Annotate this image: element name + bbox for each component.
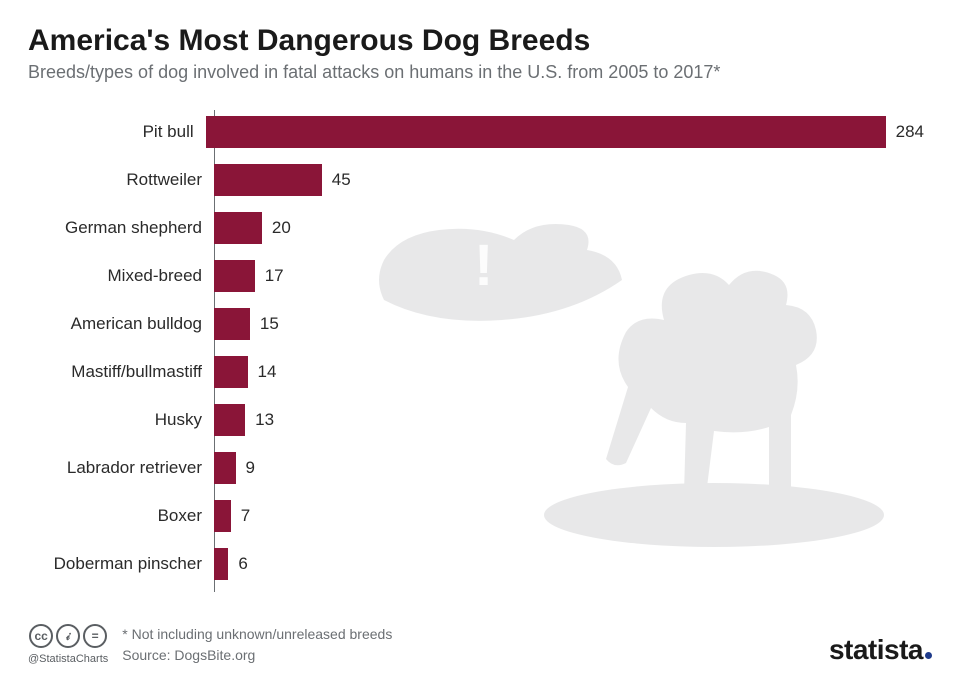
cc-handle: @StatistaCharts	[28, 653, 108, 665]
footnote-text: * Not including unknown/unreleased breed…	[122, 624, 392, 645]
category-label: Pit bull	[44, 122, 206, 142]
value-label: 13	[255, 410, 274, 430]
bar-row: Boxer 7	[44, 494, 924, 538]
bar	[214, 308, 250, 340]
bar-wrap: 284	[206, 110, 924, 154]
bar-wrap: 14	[214, 350, 924, 394]
brand-logo: statista	[829, 634, 932, 666]
bar	[214, 356, 248, 388]
bar-row: Mixed-breed 17	[44, 254, 924, 298]
bar-wrap: 13	[214, 398, 924, 442]
value-label: 284	[896, 122, 924, 142]
value-label: 6	[238, 554, 247, 574]
category-label: Boxer	[44, 506, 214, 526]
value-label: 20	[272, 218, 291, 238]
value-label: 7	[241, 506, 250, 526]
bar	[214, 212, 262, 244]
bar	[214, 260, 255, 292]
source-text: Source: DogsBite.org	[122, 645, 392, 666]
brand-dot-icon	[925, 652, 932, 659]
value-label: 14	[258, 362, 277, 382]
bars-container: Pit bull 284 Rottweiler 45 German shepherd 20…	[44, 110, 924, 586]
category-label: Husky	[44, 410, 214, 430]
category-label: German shepherd	[44, 218, 214, 238]
value-label: 17	[265, 266, 284, 286]
bar-wrap: 15	[214, 302, 924, 346]
bar-chart: ! Pit bull284Rottweiler45German shepherd…	[44, 110, 924, 590]
bar-wrap: 9	[214, 446, 924, 490]
bar	[214, 164, 322, 196]
bar-row: Husky 13	[44, 398, 924, 442]
bar-wrap: 20	[214, 206, 924, 250]
attribution-icon: 𝒾	[56, 624, 80, 648]
category-label: American bulldog	[44, 314, 214, 334]
bar-wrap: 6	[214, 542, 924, 586]
nd-icon: =	[83, 624, 107, 648]
value-label: 9	[246, 458, 255, 478]
cc-license-icons: cc 𝒾 = @StatistaCharts	[28, 624, 108, 665]
footer-left: cc 𝒾 = @StatistaCharts * Not including u…	[28, 624, 392, 666]
page-title: America's Most Dangerous Dog Breeds	[28, 24, 932, 58]
cc-icon: cc	[29, 624, 53, 648]
category-label: Labrador retriever	[44, 458, 214, 478]
category-label: Mixed-breed	[44, 266, 214, 286]
bar-wrap: 17	[214, 254, 924, 298]
footer: cc 𝒾 = @StatistaCharts * Not including u…	[28, 624, 932, 666]
bar-wrap: 45	[214, 158, 924, 202]
bar-row: Pit bull 284	[44, 110, 924, 154]
category-label: Rottweiler	[44, 170, 214, 190]
bar-row: Mastiff/bullmastiff 14	[44, 350, 924, 394]
footnotes: * Not including unknown/unreleased breed…	[122, 624, 392, 666]
category-label: Mastiff/bullmastiff	[44, 362, 214, 382]
bar-row: German shepherd 20	[44, 206, 924, 250]
header: America's Most Dangerous Dog Breeds Bree…	[0, 0, 960, 91]
bar-row: American bulldog 15	[44, 302, 924, 346]
bar-row: Rottweiler 45	[44, 158, 924, 202]
bar	[214, 404, 245, 436]
brand-text: statista	[829, 634, 923, 665]
bar-row: Doberman pinscher 6	[44, 542, 924, 586]
category-label: Doberman pinscher	[44, 554, 214, 574]
bar	[214, 452, 236, 484]
page-subtitle: Breeds/types of dog involved in fatal at…	[28, 62, 932, 83]
bar-wrap: 7	[214, 494, 924, 538]
bar	[214, 548, 228, 580]
bar	[206, 116, 886, 148]
bar-row: Labrador retriever 9	[44, 446, 924, 490]
value-label: 15	[260, 314, 279, 334]
bar	[214, 500, 231, 532]
value-label: 45	[332, 170, 351, 190]
